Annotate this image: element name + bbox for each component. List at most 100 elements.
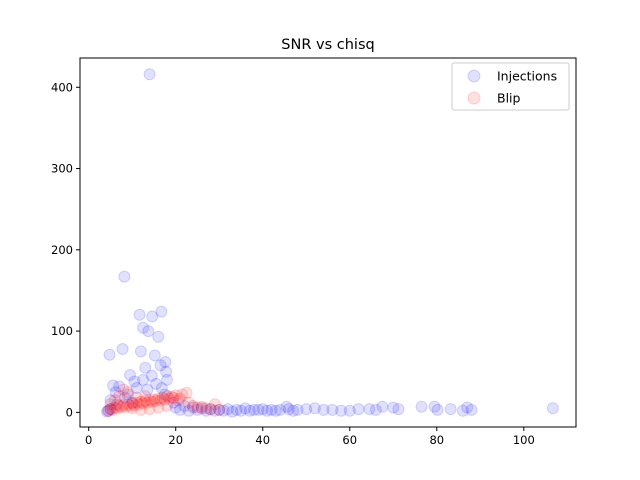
point-blip-55 (139, 390, 152, 403)
point-injections-30 (104, 394, 117, 407)
point-injections-67 (546, 402, 559, 415)
point-injections-40 (221, 403, 234, 416)
point-blip-42 (208, 398, 221, 411)
point-blip-36 (182, 396, 195, 409)
point-injections-51 (326, 403, 339, 416)
point-blip-25 (156, 391, 169, 404)
legend-box (451, 62, 570, 111)
point-blip-22 (150, 395, 163, 407)
point-injections-53 (343, 404, 356, 417)
point-blip-9 (121, 398, 134, 411)
point-blip-5 (113, 399, 126, 412)
point-injections-11 (134, 345, 147, 358)
point-injections-7 (152, 330, 165, 343)
point-blip-34 (176, 388, 189, 401)
point-injections-84 (274, 403, 287, 416)
point-injections-31 (158, 388, 171, 401)
x-tick-label: 100 (513, 433, 535, 447)
point-blip-21 (148, 393, 160, 406)
point-injections-57 (376, 400, 389, 413)
y-tick-label: 400 (51, 80, 73, 94)
point-injections-55 (363, 403, 376, 416)
point-blip-52 (161, 399, 173, 412)
point-injections-24 (130, 382, 143, 394)
point-injections-68 (102, 404, 115, 417)
point-injections-26 (121, 388, 134, 401)
point-injections-25 (109, 386, 122, 399)
point-injections-5 (137, 321, 150, 334)
point-injections-18 (128, 375, 141, 388)
chart-title: SNR vs chisq (281, 37, 374, 53)
point-blip-30 (167, 391, 180, 404)
point-blip-50 (143, 403, 156, 416)
point-injections-4 (146, 310, 159, 323)
x-axis: 0 20 40 60 80 100 (85, 427, 535, 447)
point-blip-45 (117, 383, 130, 396)
point-injections-81 (252, 403, 265, 416)
point-blip-29 (165, 390, 178, 403)
point-blip-33 (174, 392, 187, 405)
point-blip-27 (161, 390, 173, 403)
point-blip-40 (200, 402, 213, 415)
point-injections-72 (174, 403, 187, 416)
point-blip-49 (134, 403, 147, 416)
point-injections-8 (116, 343, 129, 355)
point-blip-4 (111, 402, 123, 415)
point-injections-13 (124, 369, 136, 381)
point-injections-36 (187, 401, 200, 414)
point-injections-0 (143, 68, 156, 81)
x-tick-label: 80 (429, 433, 444, 447)
point-blip-46 (121, 386, 134, 399)
point-injections-15 (154, 359, 167, 372)
point-injections-58 (387, 401, 400, 414)
point-blip-0 (102, 404, 115, 417)
point-injections-10 (148, 349, 161, 362)
series-blip (102, 383, 226, 417)
point-injections-41 (230, 403, 243, 416)
point-blip-39 (195, 400, 208, 413)
point-injections-52 (335, 404, 348, 417)
point-injections-29 (119, 391, 132, 404)
point-injections-42 (239, 402, 252, 415)
point-blip-19 (143, 394, 156, 407)
point-injections-49 (308, 402, 321, 415)
point-injections-14 (139, 361, 152, 374)
point-injections-66 (465, 403, 478, 416)
point-injections-6 (142, 325, 155, 338)
x-tick-label: 40 (255, 433, 270, 447)
point-injections-43 (248, 403, 260, 416)
point-injections-22 (150, 377, 163, 390)
point-injections-23 (161, 373, 173, 386)
y-axis: 0 100 200 300 400 (51, 80, 80, 419)
point-injections-60 (415, 400, 428, 413)
point-blip-47 (108, 394, 121, 407)
point-blip-31 (169, 389, 182, 402)
point-blip-32 (171, 394, 184, 407)
point-blip-10 (124, 399, 136, 412)
point-blip-37 (187, 399, 200, 412)
point-injections-12 (159, 356, 172, 368)
legend-marker-injections (467, 69, 481, 83)
point-blip-2 (106, 403, 119, 416)
legend-marker-blip (467, 91, 481, 105)
point-blip-18 (141, 396, 154, 409)
point-injections-69 (104, 403, 117, 416)
point-blip-35 (180, 386, 193, 399)
point-injections-74 (191, 403, 204, 416)
point-injections-65 (461, 401, 474, 414)
point-injections-19 (107, 379, 120, 392)
point-injections-3 (133, 308, 146, 321)
point-injections-85 (282, 403, 295, 416)
point-blip-1 (104, 403, 117, 416)
point-injections-37 (195, 402, 208, 415)
point-injections-83 (269, 404, 282, 417)
point-injections-59 (392, 403, 405, 416)
point-blip-3 (108, 401, 121, 414)
point-injections-77 (217, 404, 230, 417)
point-injections-20 (113, 380, 126, 393)
point-blip-48 (126, 402, 139, 415)
point-injections-2 (155, 305, 168, 318)
x-tick-label: 20 (168, 433, 183, 447)
point-injections-1 (118, 270, 131, 283)
point-injections-80 (243, 404, 256, 417)
